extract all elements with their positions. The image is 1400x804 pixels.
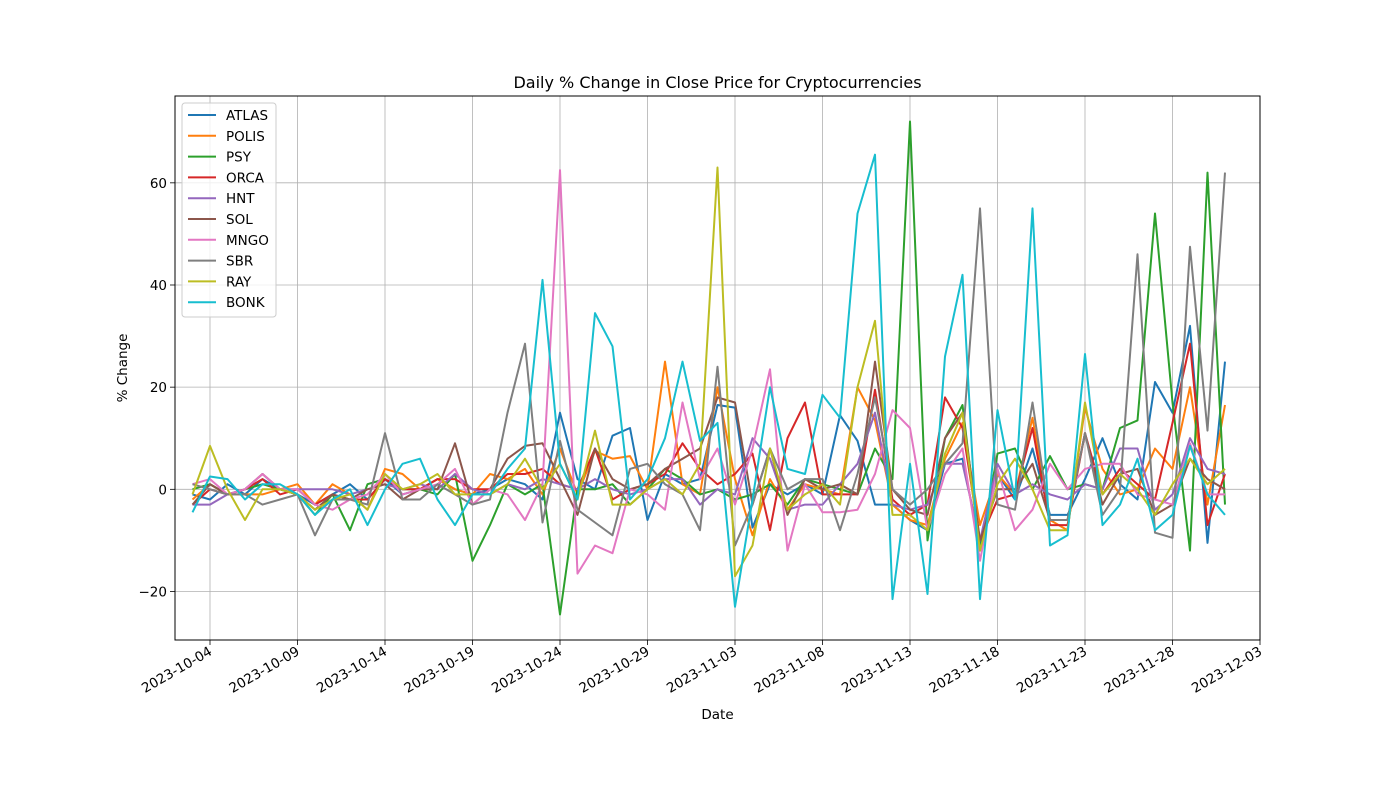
series-line-orca [191,342,1226,542]
legend-label-bonk: BONK [226,295,266,311]
series-line-mngo [192,169,1225,575]
legend-items: ATLAS POLIS PSY ORCA HNT SOL MNGO SBR RAY BONK [188,108,269,311]
y-tick-label: −20 [139,584,168,600]
legend-label-ray: RAY [226,274,252,290]
y-tick-label: 60 [150,176,167,192]
series-line-ray [191,166,1226,578]
legend-label-hnt: HNT [226,191,255,207]
legend: ATLAS POLIS PSY ORCA HNT SOL MNGO SBR RAY BONK [181,102,277,318]
legend-label-sol: SOL [226,212,253,228]
plot-frame [174,95,1261,641]
y-tick-label: 20 [150,380,167,396]
x-axis-label: Date [701,707,733,723]
series-line-sbr [192,172,1226,547]
y-tick-label: 0 [158,482,167,498]
legend-label-sbr: SBR [226,254,253,270]
series-line-bonk [191,153,1226,608]
legend-label-mngo: MNGO [226,233,269,249]
series-lines [191,120,1226,616]
legend-label-atlas: ATLAS [226,108,268,124]
chart-title: Daily % Change in Close Price for Crypto… [513,73,921,92]
legend-label-orca: ORCA [226,170,265,186]
y-tick-label: 40 [150,278,167,294]
legend-label-polis: POLIS [226,129,265,145]
y-axis-label: % Change [115,334,131,403]
legend-label-psy: PSY [226,150,252,166]
